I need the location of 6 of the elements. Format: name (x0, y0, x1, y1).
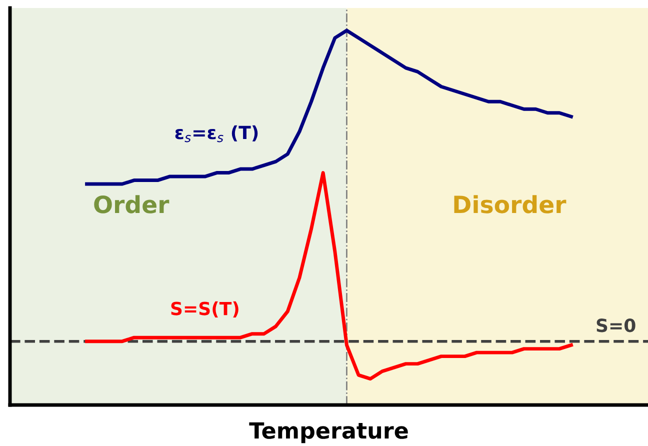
ref-line-label: S=0 (596, 318, 636, 332)
annotation: Order (94, 195, 170, 214)
x-axis-title: Temperature (249, 422, 408, 444)
annotation: Disorder (454, 195, 566, 214)
series-label: ε$_{s}$=ε$_{s}$ (T) (175, 125, 258, 142)
series-label: S=S(T) (171, 301, 238, 318)
